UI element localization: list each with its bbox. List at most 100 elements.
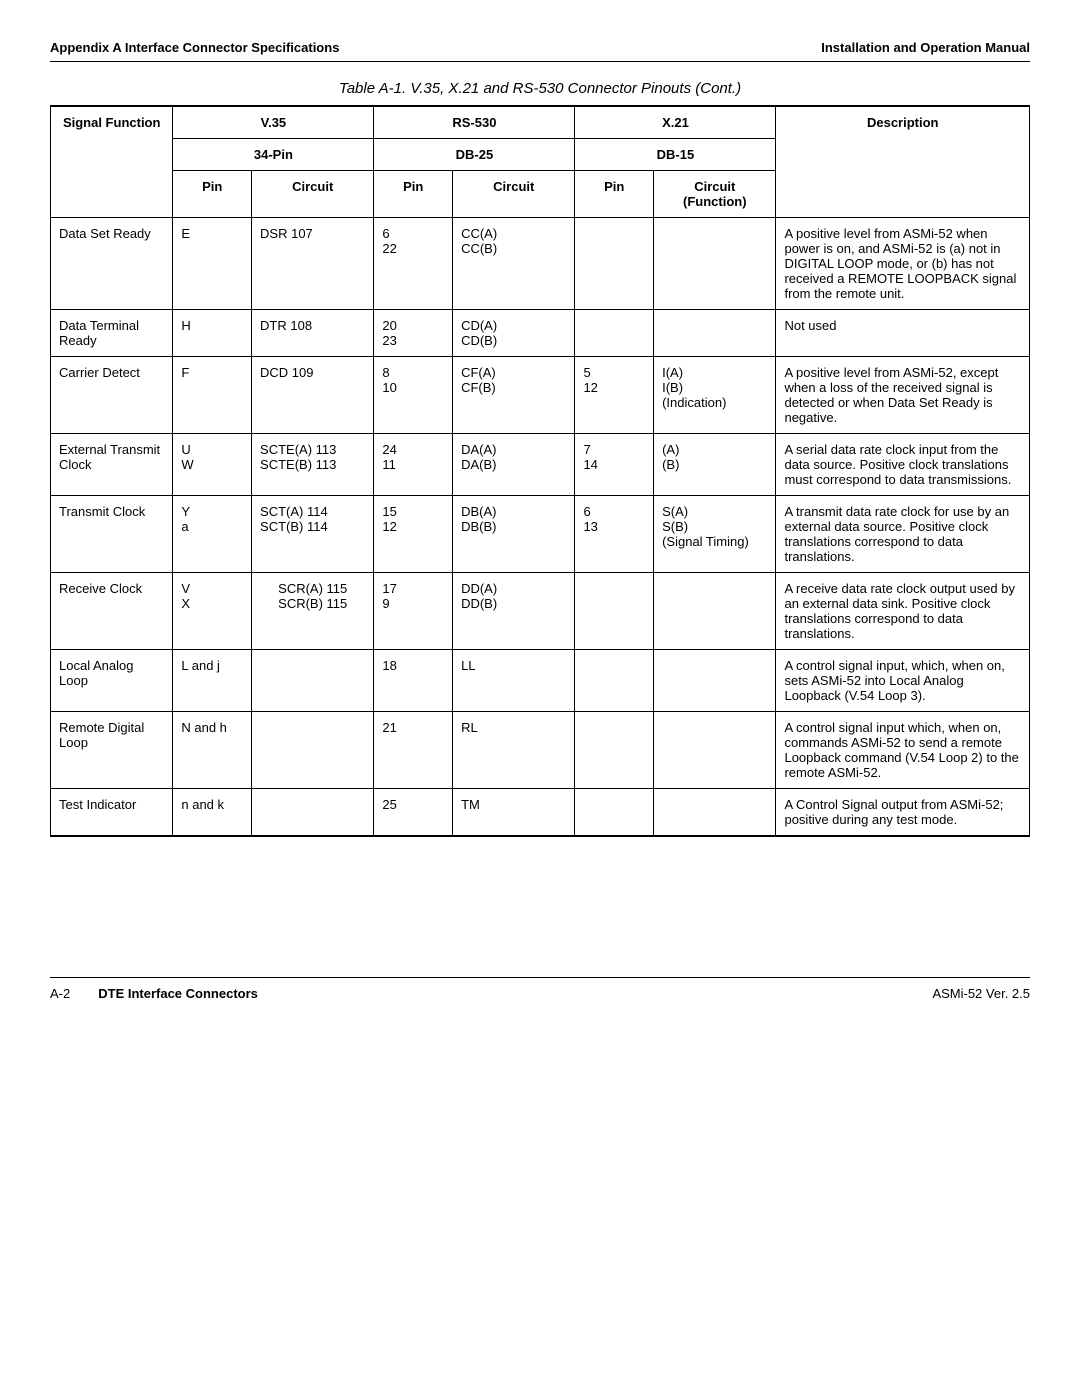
table-cell: 6 13 bbox=[575, 496, 654, 573]
footer-right: ASMi-52 Ver. 2.5 bbox=[932, 986, 1030, 1001]
table-cell: Not used bbox=[776, 310, 1030, 357]
table-cell bbox=[252, 789, 374, 837]
table-cell: H bbox=[173, 310, 252, 357]
col-circuit-fn: Circuit (Function) bbox=[654, 171, 776, 218]
table-cell bbox=[575, 218, 654, 310]
table-cell: N and h bbox=[173, 712, 252, 789]
table-cell: SCTE(A) 113 SCTE(B) 113 bbox=[252, 434, 374, 496]
table-row: Transmit ClockY aSCT(A) 114 SCT(B) 11415… bbox=[51, 496, 1030, 573]
col-pin: Pin bbox=[374, 171, 453, 218]
table-row: Receive ClockV XSCR(A) 115 SCR(B) 11517 … bbox=[51, 573, 1030, 650]
table-cell: CF(A) CF(B) bbox=[453, 357, 575, 434]
table-cell: CC(A) CC(B) bbox=[453, 218, 575, 310]
table-cell: 8 10 bbox=[374, 357, 453, 434]
table-cell bbox=[654, 218, 776, 310]
table-cell: DSR 107 bbox=[252, 218, 374, 310]
table-cell: Y a bbox=[173, 496, 252, 573]
col-v35-sub: 34-Pin bbox=[173, 139, 374, 171]
table-cell: CD(A) CD(B) bbox=[453, 310, 575, 357]
table-cell: Receive Clock bbox=[51, 573, 173, 650]
table-cell: S(A) S(B) (Signal Timing) bbox=[654, 496, 776, 573]
table-cell: RL bbox=[453, 712, 575, 789]
table-cell: LL bbox=[453, 650, 575, 712]
table-cell: 15 12 bbox=[374, 496, 453, 573]
table-cell bbox=[575, 573, 654, 650]
table-row: External Transmit ClockU WSCTE(A) 113 SC… bbox=[51, 434, 1030, 496]
page-footer: A-2 DTE Interface Connectors ASMi-52 Ver… bbox=[50, 977, 1030, 1001]
col-rs530-sub: DB-25 bbox=[374, 139, 575, 171]
table-cell bbox=[575, 650, 654, 712]
table-cell: A positive level from ASMi-52 when power… bbox=[776, 218, 1030, 310]
table-cell: n and k bbox=[173, 789, 252, 837]
col-signal: Signal Function bbox=[51, 106, 173, 218]
table-cell: DD(A) DD(B) bbox=[453, 573, 575, 650]
table-cell bbox=[654, 712, 776, 789]
table-cell: 6 22 bbox=[374, 218, 453, 310]
table-cell: V X bbox=[173, 573, 252, 650]
footer-page: A-2 bbox=[50, 986, 70, 1001]
col-pin: Pin bbox=[173, 171, 252, 218]
table-cell: DA(A) DA(B) bbox=[453, 434, 575, 496]
table-cell bbox=[575, 310, 654, 357]
table-cell bbox=[654, 573, 776, 650]
col-desc: Description bbox=[776, 106, 1030, 218]
table-row: Remote Digital LoopN and h 21RL A control … bbox=[51, 712, 1030, 789]
table-cell: A Control Signal output from ASMi-52; po… bbox=[776, 789, 1030, 837]
table-cell: Transmit Clock bbox=[51, 496, 173, 573]
table-cell bbox=[575, 712, 654, 789]
table-cell: A positive level from ASMi-52, except wh… bbox=[776, 357, 1030, 434]
table-cell: 7 14 bbox=[575, 434, 654, 496]
table-cell: A serial data rate clock input from the … bbox=[776, 434, 1030, 496]
col-pin: Pin bbox=[575, 171, 654, 218]
table-row: Data Set ReadyEDSR 1076 22CC(A) CC(B) A p… bbox=[51, 218, 1030, 310]
table-cell: 20 23 bbox=[374, 310, 453, 357]
col-circuit: Circuit bbox=[453, 171, 575, 218]
table-cell: A control signal input which, when on, c… bbox=[776, 712, 1030, 789]
table-row: Carrier DetectFDCD 1098 10CF(A) CF(B)5 1… bbox=[51, 357, 1030, 434]
table-cell: Test Indicator bbox=[51, 789, 173, 837]
table-body: Data Set ReadyEDSR 1076 22CC(A) CC(B) A p… bbox=[51, 218, 1030, 837]
col-x21-sub: DB-15 bbox=[575, 139, 776, 171]
table-cell: 24 11 bbox=[374, 434, 453, 496]
table-cell: DB(A) DB(B) bbox=[453, 496, 575, 573]
table-cell: Carrier Detect bbox=[51, 357, 173, 434]
table-cell: 25 bbox=[374, 789, 453, 837]
table-row: Test Indicatorn and k 25TM A Control Signa… bbox=[51, 789, 1030, 837]
table-cell bbox=[575, 789, 654, 837]
header-right: Installation and Operation Manual bbox=[821, 40, 1030, 55]
table-cell bbox=[252, 712, 374, 789]
table-cell: F bbox=[173, 357, 252, 434]
table-cell: DCD 109 bbox=[252, 357, 374, 434]
table-cell: Remote Digital Loop bbox=[51, 712, 173, 789]
col-circuit: Circuit bbox=[252, 171, 374, 218]
table-cell bbox=[252, 650, 374, 712]
table-cell: E bbox=[173, 218, 252, 310]
table-cell: A control signal input, which, when on, … bbox=[776, 650, 1030, 712]
table-cell: SCR(A) 115 SCR(B) 115 bbox=[252, 573, 374, 650]
table-cell: A receive data rate clock output used by… bbox=[776, 573, 1030, 650]
footer-section: DTE Interface Connectors bbox=[98, 986, 258, 1001]
table-cell bbox=[654, 650, 776, 712]
page-header: Appendix A Interface Connector Specifica… bbox=[50, 40, 1030, 62]
table-cell: I(A) I(B) (Indication) bbox=[654, 357, 776, 434]
pinout-table: Signal Function V.35 RS-530 X.21 Descrip… bbox=[50, 105, 1030, 837]
table-cell: Local Analog Loop bbox=[51, 650, 173, 712]
table-cell: 17 9 bbox=[374, 573, 453, 650]
table-title: Table A-1. V.35, X.21 and RS-530 Connect… bbox=[50, 80, 1030, 97]
table-cell: Data Set Ready bbox=[51, 218, 173, 310]
header-left: Appendix A Interface Connector Specifica… bbox=[50, 40, 339, 55]
table-cell: TM bbox=[453, 789, 575, 837]
table-cell: L and j bbox=[173, 650, 252, 712]
table-row: Data Terminal ReadyHDTR 10820 23CD(A) CD… bbox=[51, 310, 1030, 357]
table-cell: External Transmit Clock bbox=[51, 434, 173, 496]
table-cell: 18 bbox=[374, 650, 453, 712]
table-cell bbox=[654, 310, 776, 357]
table-row: Local Analog LoopL and j 18LL A control si… bbox=[51, 650, 1030, 712]
table-cell: 21 bbox=[374, 712, 453, 789]
table-cell: SCT(A) 114 SCT(B) 114 bbox=[252, 496, 374, 573]
table-cell: Data Terminal Ready bbox=[51, 310, 173, 357]
col-rs530: RS-530 bbox=[374, 106, 575, 139]
table-cell: 5 12 bbox=[575, 357, 654, 434]
table-cell: DTR 108 bbox=[252, 310, 374, 357]
table-cell: A transmit data rate clock for use by an… bbox=[776, 496, 1030, 573]
